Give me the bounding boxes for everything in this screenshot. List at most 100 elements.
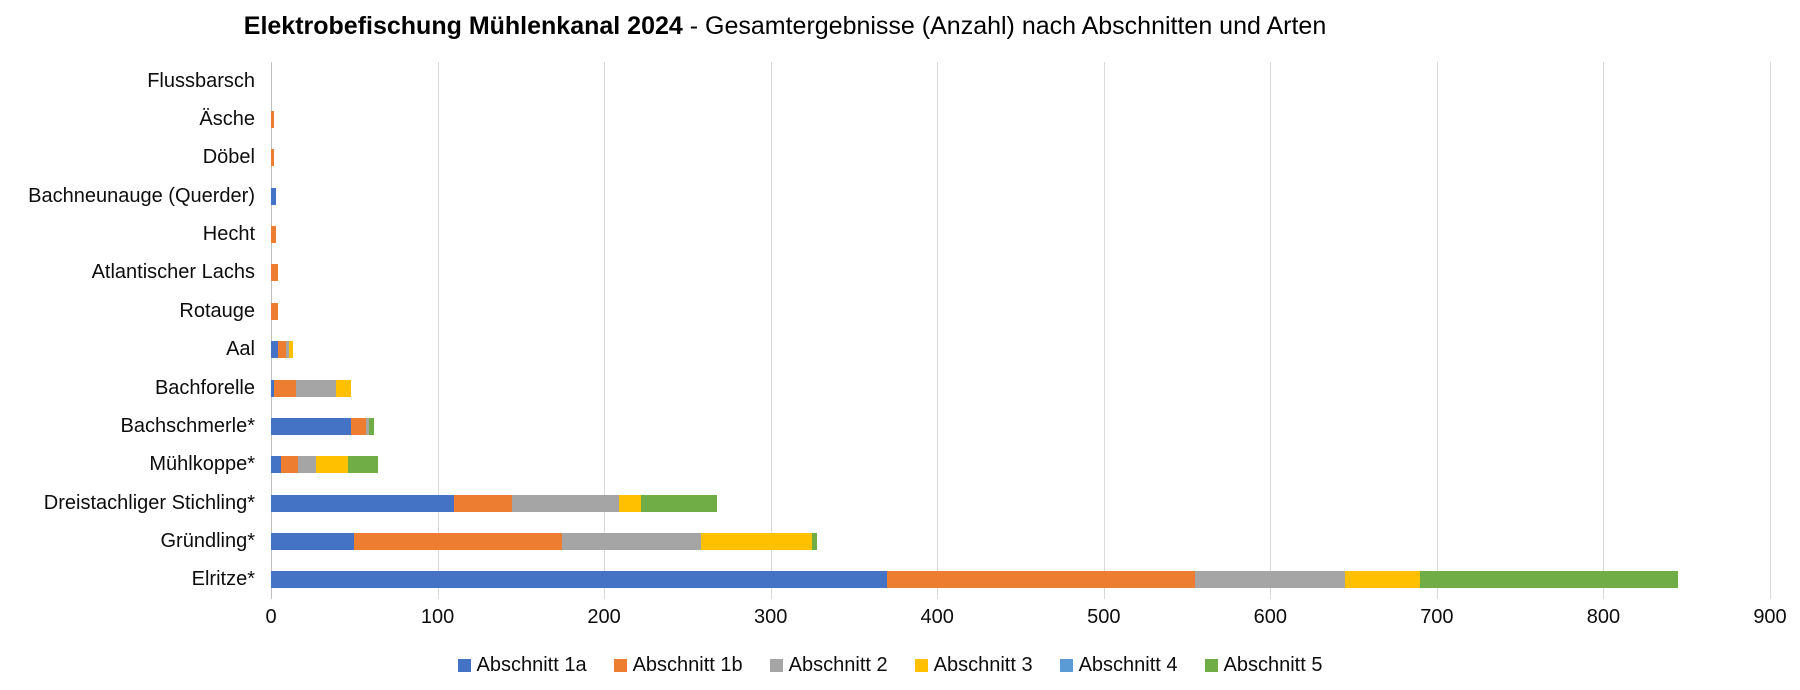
legend-swatch-icon	[914, 659, 928, 672]
bar-segment	[369, 417, 375, 435]
bar-segment	[271, 494, 455, 512]
legend-label: Abschnitt 1b	[632, 654, 743, 676]
category-label: Rotauge	[179, 299, 255, 322]
bar-segment	[1195, 571, 1346, 589]
bar-row	[271, 484, 1770, 522]
legend-swatch-icon	[1059, 659, 1073, 672]
bar-row	[271, 215, 1770, 253]
legend-item: Abschnitt 4	[1059, 654, 1178, 677]
category-label: Dreistachliger Stichling*	[43, 491, 255, 514]
bar-segment	[277, 341, 286, 359]
gridline	[937, 62, 939, 599]
bar-segment	[315, 456, 348, 474]
bar-segment	[271, 456, 281, 474]
category-label: Bachforelle	[154, 376, 255, 399]
category-label: Äsche	[199, 108, 255, 131]
gridline	[1436, 62, 1438, 599]
bar-segment	[271, 379, 275, 397]
plot-area	[271, 62, 1771, 599]
chart-title: Elektrobefischung Mühlenkanal 2024 - Ges…	[244, 12, 1326, 41]
bar-row	[271, 62, 1770, 100]
legend-item: Abschnitt 3	[914, 654, 1033, 677]
bar-segment	[271, 264, 278, 282]
bar-segment	[271, 571, 888, 589]
gridline	[437, 62, 439, 599]
bar-segment	[354, 532, 563, 550]
category-label: Bachschmerle*	[120, 414, 255, 437]
bar-segment	[365, 417, 370, 435]
legend-label: Abschnitt 4	[1078, 654, 1178, 676]
category-label: Elritze*	[191, 568, 255, 591]
bar-segment	[347, 456, 378, 474]
bar-segment	[700, 532, 813, 550]
legend-item: Abschnitt 1b	[613, 654, 743, 677]
legend-swatch-icon	[613, 659, 627, 672]
bar-segment	[271, 226, 276, 244]
gridline	[1770, 62, 1771, 599]
bar-row	[271, 369, 1770, 407]
x-tick-label: 300	[753, 606, 788, 628]
category-axis: Flussbarsch Äsche Döbel Bachneunauge (Querd…	[0, 62, 255, 599]
bar-segment	[271, 149, 275, 167]
bar-segment	[271, 111, 275, 129]
bar-row	[271, 254, 1770, 292]
legend-item: Abschnitt 5	[1204, 654, 1323, 677]
bar-segment	[619, 494, 641, 512]
bar-segment	[285, 341, 290, 359]
legend-label: Abschnitt 5	[1223, 654, 1323, 676]
x-tick-label: 800	[1586, 606, 1621, 628]
gridline	[604, 62, 606, 599]
bar-segment	[271, 302, 278, 320]
category-label: Hecht	[202, 223, 255, 246]
legend-label: Abschnitt 1a	[476, 654, 587, 676]
x-tick-label: 0	[265, 606, 277, 628]
bar-segment	[297, 456, 316, 474]
bar-segment	[289, 341, 293, 359]
category-label: Atlantischer Lachs	[91, 261, 255, 284]
x-tick-label: 100	[420, 606, 455, 628]
bar-segment	[454, 494, 513, 512]
category-label: Aal	[226, 338, 255, 361]
x-tick-label: 200	[587, 606, 621, 628]
chart-title-bold: Elektrobefischung Mühlenkanal 2024	[243, 12, 683, 40]
bar-segment	[295, 379, 336, 397]
category-label: Bachneunauge (Querder)	[28, 184, 255, 207]
bar-segment	[271, 341, 278, 359]
legend-label: Abschnitt 2	[788, 654, 888, 676]
bar-rows	[271, 62, 1770, 599]
bar-row	[271, 407, 1770, 445]
bar-row	[271, 177, 1770, 215]
bar-row	[271, 446, 1770, 484]
bar-row	[271, 522, 1770, 560]
gridline	[1270, 62, 1272, 599]
bar-segment	[1345, 571, 1421, 589]
bar-row	[271, 292, 1770, 330]
gridline	[1603, 62, 1605, 599]
legend-item: Abschnitt 1a	[457, 654, 587, 677]
bar-segment	[562, 532, 701, 550]
legend: Abschnitt 1a Abschnitt 1b Abschnitt 2 Absch…	[0, 654, 1780, 677]
bar-segment	[812, 532, 818, 550]
legend-swatch-icon	[1204, 659, 1218, 672]
category-label: Flussbarsch	[147, 69, 255, 92]
bar-segment	[271, 532, 355, 550]
x-axis: 0 100 200 300 400 500 600 700 800 900	[265, 606, 1786, 634]
x-tick-label: 900	[1753, 606, 1787, 628]
x-tick-label: 500	[1087, 606, 1121, 628]
bar-segment	[335, 379, 351, 397]
gridline	[271, 62, 272, 599]
bar-segment	[350, 417, 366, 435]
legend-label: Abschnitt 3	[933, 654, 1033, 676]
x-tick-label: 700	[1420, 606, 1454, 628]
category-label: Döbel	[202, 146, 255, 169]
x-tick-label: 400	[920, 606, 954, 628]
chart-title-rest: - Gesamtergebnisse (Anzahl) nach Abschni…	[682, 12, 1327, 40]
bar-segment	[271, 187, 276, 205]
bar-segment	[887, 571, 1196, 589]
bar-row	[271, 100, 1770, 138]
bar-segment	[1420, 571, 1679, 589]
bar-segment	[512, 494, 620, 512]
bar-segment	[280, 456, 298, 474]
bar-row	[271, 139, 1770, 177]
